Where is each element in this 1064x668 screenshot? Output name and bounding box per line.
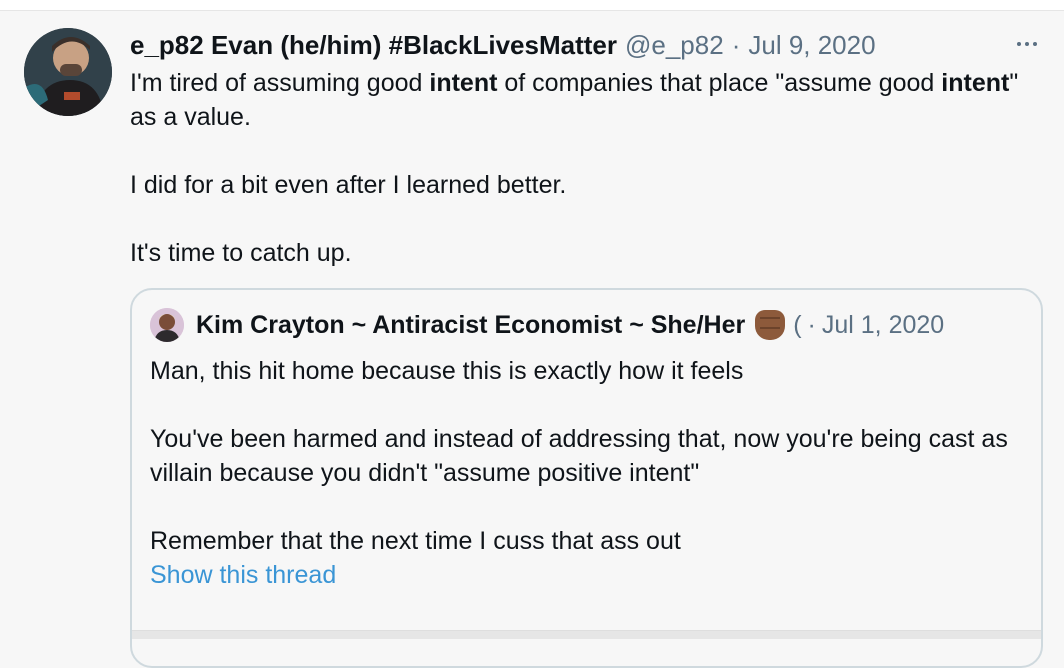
quoted-author-name[interactable]: Kim Crayton ~ Antiracist Economist ~ She… bbox=[196, 310, 746, 339]
separator: · bbox=[731, 29, 741, 60]
tweet-paragraph-2: I did for a bit even after I learned bet… bbox=[130, 171, 567, 199]
author-name[interactable]: e_p82 Evan (he/him) #BlackLivesMatter bbox=[130, 29, 617, 60]
quoted-paragraph-3: Remember that the next time I cuss that … bbox=[150, 527, 681, 555]
quoted-paragraph-1: Man, this hit home because this is exact… bbox=[150, 357, 744, 385]
author-avatar[interactable] bbox=[24, 28, 112, 116]
show-thread-link[interactable]: Show this thread bbox=[150, 561, 337, 589]
quoted-tweet[interactable]: Kim Crayton ~ Antiracist Economist ~ She… bbox=[130, 288, 1043, 668]
quoted-media-edge bbox=[132, 630, 1041, 639]
quoted-date[interactable]: Jul 1, 2020 bbox=[821, 310, 945, 339]
top-divider bbox=[0, 0, 1064, 11]
author-handle[interactable]: @e_p82 bbox=[624, 29, 724, 60]
truncated-handle: ( bbox=[793, 310, 802, 339]
more-options-icon[interactable] bbox=[1012, 29, 1042, 59]
raised-fist-icon bbox=[755, 310, 786, 340]
tweet[interactable]: e_p82 Evan (he/him) #BlackLivesMatter @e… bbox=[0, 11, 1064, 668]
quoted-author-avatar[interactable] bbox=[150, 308, 184, 342]
tweet-body: I'm tired of assuming good intent of com… bbox=[130, 66, 1050, 270]
tweet-header: e_p82 Evan (he/him) #BlackLivesMatter @e… bbox=[130, 29, 876, 61]
tweet-paragraph-1: I'm tired of assuming good intent of com… bbox=[130, 69, 1019, 131]
quoted-separator: · bbox=[807, 310, 816, 339]
tweet-date[interactable]: Jul 9, 2020 bbox=[748, 29, 876, 60]
quoted-paragraph-2: You've been harmed and instead of addres… bbox=[150, 425, 1008, 487]
quoted-tweet-body: Man, this hit home because this is exact… bbox=[150, 354, 1030, 592]
quoted-tweet-header: Kim Crayton ~ Antiracist Economist ~ She… bbox=[150, 308, 944, 342]
tweet-paragraph-3: It's time to catch up. bbox=[130, 239, 352, 267]
